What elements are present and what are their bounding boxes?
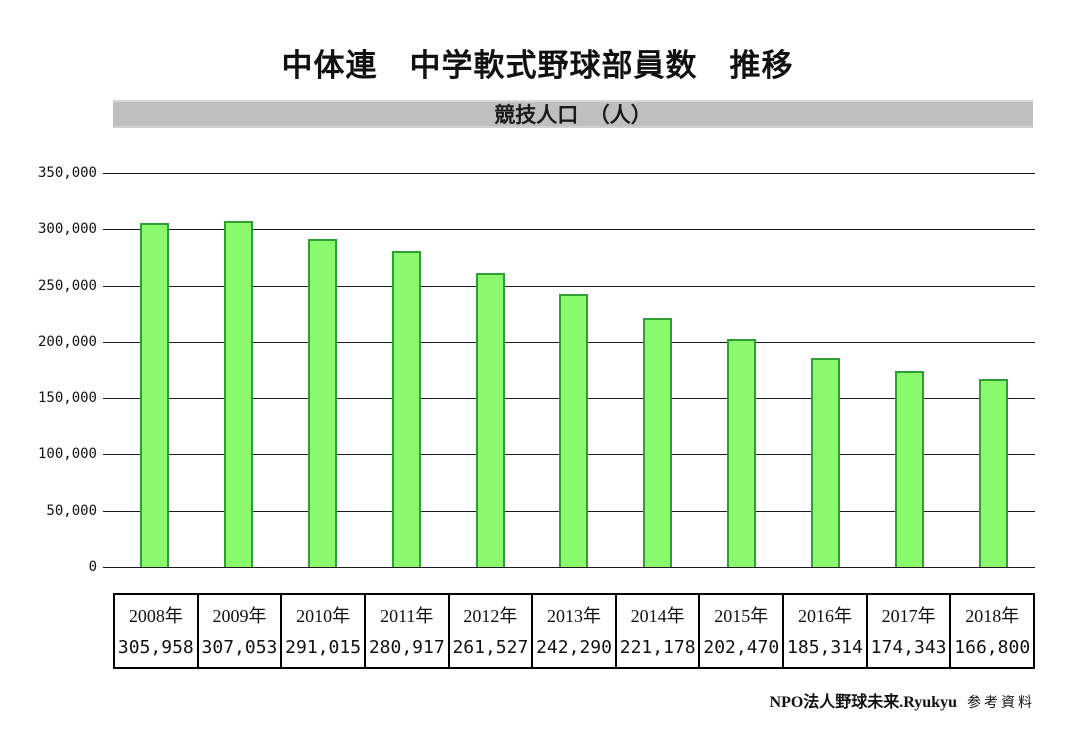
- table-column: 2011年 280,917: [363, 595, 448, 667]
- data-table: 2008年 305,958 2009年 307,053 2010年 291,015 2011…: [113, 593, 1035, 669]
- table-cell-year: 2010年: [296, 606, 351, 627]
- bar: [140, 222, 170, 567]
- plot-area: [113, 173, 1035, 567]
- gridline: [103, 173, 1035, 174]
- bar: [727, 339, 757, 567]
- source-suffix: 参考資料: [967, 696, 1035, 711]
- table-column: 2014年 221,178: [614, 595, 699, 667]
- bar: [643, 318, 673, 567]
- table-cell-value: 307,053: [201, 637, 278, 659]
- bar-slot: [951, 173, 1035, 567]
- table-column: 2010年 291,015: [280, 595, 364, 667]
- bar: [224, 221, 254, 567]
- table-cell-year: 2012年: [463, 606, 518, 627]
- table-cell-year: 2013年: [547, 606, 602, 627]
- table-cell-year: 2017年: [881, 606, 936, 627]
- y-axis-tick-labels: 0 50,000 100,000 150,000 200,000 250,000 300,0…: [0, 165, 97, 575]
- table-cell-value: 202,470: [703, 637, 780, 659]
- table-cell-value: 291,015: [285, 637, 362, 659]
- bar: [894, 370, 924, 567]
- bar-slot: [700, 173, 784, 567]
- y-tick-label: 150,000: [37, 390, 97, 407]
- y-tick-label: 350,000: [37, 165, 97, 181]
- bar: [559, 294, 589, 567]
- y-tick-label: 250,000: [37, 277, 97, 294]
- table-cell-year: 2009年: [212, 606, 267, 627]
- table-column: 2013年 242,290: [531, 595, 615, 667]
- bar: [475, 272, 505, 567]
- bar-slot: [113, 173, 197, 567]
- table-cell-year: 2011年: [380, 606, 434, 627]
- y-tick-label: 0: [88, 559, 97, 575]
- bar: [978, 379, 1008, 567]
- gridline: [103, 285, 1035, 287]
- subtitle-label: 競技人口 （人）: [494, 103, 652, 127]
- bar-slot: [364, 173, 448, 567]
- y-tick-label: 100,000: [37, 446, 97, 463]
- table-cell-year: 2008年: [128, 606, 183, 627]
- bar: [308, 239, 338, 567]
- bar-slot: [784, 173, 868, 567]
- y-tick-label: 200,000: [37, 333, 97, 350]
- gridline: [103, 567, 1035, 568]
- gridline: [103, 229, 1035, 231]
- table-column: 2017年 174,343: [865, 595, 950, 667]
- bar-slot: [532, 173, 616, 567]
- bar: [810, 358, 840, 567]
- page-title: 中体連 中学軟式野球部員数 推移: [281, 48, 794, 83]
- table-column: 2008年 305,958: [115, 595, 197, 667]
- bar-slot: [197, 173, 281, 567]
- table-cell-value: 174,343: [870, 637, 947, 659]
- source-note: NPO法人野球未来.Ryukyu 参考資料: [770, 688, 1035, 712]
- bar-slot: [867, 173, 951, 567]
- table-column: 2015年 202,470: [698, 595, 782, 667]
- bar-slot: [281, 173, 365, 567]
- table-cell-year: 2018年: [965, 606, 1020, 627]
- table-cell-value: 185,314: [787, 637, 863, 659]
- table-column: 2016年 185,314: [782, 595, 866, 667]
- bar-slot: [616, 173, 700, 567]
- bar: [391, 250, 421, 567]
- table-column: 2018年 166,800: [949, 595, 1033, 667]
- table-cell-year: 2015年: [714, 606, 769, 627]
- table-cell-value: 280,917: [368, 637, 445, 659]
- table-cell-year: 2016年: [797, 606, 852, 627]
- table-cell-value: 221,178: [619, 637, 696, 659]
- y-tick-label: 50,000: [46, 502, 97, 519]
- table-cell-year: 2014年: [630, 606, 685, 627]
- table-column: 2009年 307,053: [196, 595, 281, 667]
- table-cell-value: 305,958: [117, 637, 194, 659]
- y-tick-label: 300,000: [37, 221, 97, 238]
- table-cell-value: 166,800: [954, 637, 1031, 659]
- table-cell-value: 242,290: [536, 637, 612, 659]
- subtitle-band: 競技人口 （人）: [113, 100, 1033, 128]
- bar-slot: [448, 173, 532, 567]
- source-name: NPO法人野球未来.Ryukyu: [769, 694, 957, 711]
- table-cell-value: 261,527: [452, 637, 529, 659]
- table-column: 2012年 261,527: [447, 595, 532, 667]
